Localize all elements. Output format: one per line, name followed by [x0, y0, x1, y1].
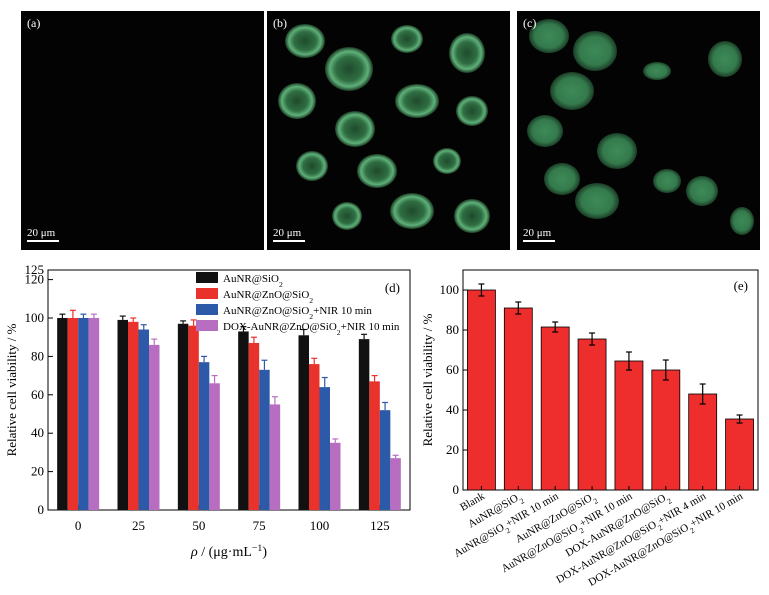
- bar: [128, 321, 139, 510]
- micrograph-panel-b: (b) 20 μm: [267, 11, 510, 250]
- bar: [467, 289, 496, 491]
- bar: [88, 318, 100, 510]
- bar: [298, 335, 309, 510]
- bar: [138, 329, 149, 510]
- bar: [248, 342, 260, 510]
- panel-label-d: (d): [385, 280, 400, 295]
- y-axis-label: Relative cell viability / %: [4, 323, 19, 456]
- bar: [577, 338, 607, 491]
- bar: [117, 319, 128, 510]
- y-tick-label: 100: [25, 310, 45, 325]
- y-tick-label: 100: [440, 282, 460, 297]
- bar: [369, 381, 380, 510]
- y-axis-label: Relative cell viability / %: [420, 313, 435, 446]
- x-tick-label: 125: [370, 518, 390, 533]
- cell-fluorescence-b: [278, 24, 490, 233]
- legend-swatch: [196, 272, 218, 283]
- x-tick-label: 100: [310, 518, 330, 533]
- micrograph-panel-c: (c) 20 μm: [517, 11, 760, 250]
- y-tick-label: 80: [446, 322, 459, 337]
- bar: [503, 307, 533, 491]
- scale-bar-b: [273, 240, 305, 242]
- scale-bar-label-b: 20 μm: [273, 227, 302, 239]
- cell-fluorescence-c: [527, 19, 754, 235]
- bar: [259, 369, 270, 510]
- x-tick-label: 50: [192, 518, 205, 533]
- bar: [725, 418, 754, 491]
- legend-swatch: [196, 320, 218, 331]
- plot-frame: [47, 269, 411, 511]
- bar: [319, 387, 330, 510]
- bar: [177, 323, 189, 510]
- bar: [57, 318, 68, 510]
- legend-swatch: [196, 304, 218, 315]
- bar: [269, 404, 281, 510]
- y-tick-label: 60: [31, 387, 44, 402]
- y-tick-label: 60: [446, 362, 459, 377]
- bar: [651, 369, 681, 491]
- bar: [238, 331, 249, 510]
- x-tick-label: 75: [253, 518, 266, 533]
- y-tick-label: 20: [446, 442, 459, 457]
- scale-bar-c: [523, 240, 555, 242]
- bar: [540, 326, 570, 491]
- bar: [688, 393, 718, 491]
- panel-label-c: (c): [523, 16, 537, 30]
- x-tick-label: 25: [132, 518, 145, 533]
- bar: [198, 362, 210, 510]
- y-tick-label: 80: [31, 348, 44, 363]
- bar: [390, 458, 401, 510]
- x-axis-label: ρ / (μg·mL−1): [190, 543, 267, 561]
- scale-bar-label-a: 20 μm: [27, 227, 56, 239]
- y-tick-label: 120: [25, 272, 45, 287]
- bar: [209, 383, 220, 510]
- legend-label: AuNR@SiO2: [223, 273, 283, 289]
- bar: [67, 318, 79, 510]
- legend-label: AuNR@ZnO@SiO2+NIR 10 min: [223, 305, 372, 321]
- plot-frame: [462, 269, 759, 491]
- legend-label: DOX-AuNR@ZnO@SiO2+NIR 10 min: [223, 321, 400, 337]
- scale-bar-label-c: 20 μm: [523, 227, 552, 239]
- y-tick-label: 40: [31, 425, 44, 440]
- panel-label-a: (a): [27, 16, 41, 30]
- x-tick-label: 0: [75, 518, 82, 533]
- bar: [379, 410, 391, 510]
- micrograph-panel-a: (a) 20 μm: [21, 11, 264, 250]
- bar: [78, 318, 89, 510]
- panel-label-e: (e): [734, 278, 748, 293]
- y-tick-label: 125: [25, 262, 45, 277]
- legend-swatch: [196, 288, 218, 299]
- bar: [149, 344, 160, 510]
- bar: [188, 325, 199, 510]
- y-tick-label: 0: [453, 482, 460, 497]
- scale-bar-a: [27, 240, 59, 242]
- panel-label-b: (b): [273, 16, 287, 30]
- y-tick-label: 0: [38, 502, 45, 517]
- bar: [358, 339, 370, 510]
- bar: [330, 442, 341, 510]
- legend-label: AuNR@ZnO@SiO2: [223, 289, 313, 305]
- y-tick-label: 20: [31, 464, 44, 479]
- bar: [614, 360, 644, 491]
- bar: [309, 364, 320, 510]
- y-tick-label: 40: [446, 402, 459, 417]
